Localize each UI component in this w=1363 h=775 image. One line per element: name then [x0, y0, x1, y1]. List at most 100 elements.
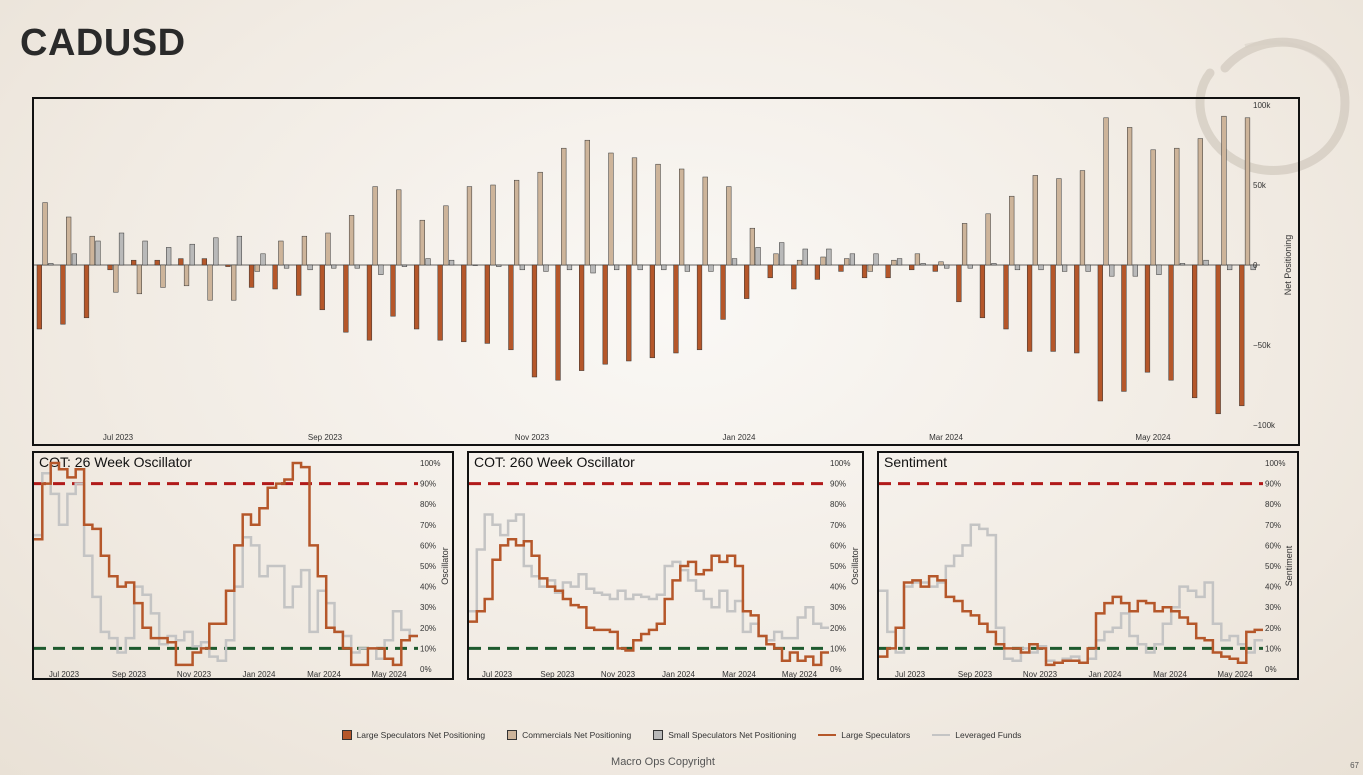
y-tick-label: 0%	[420, 665, 432, 674]
bar	[89, 235, 95, 266]
bar	[1127, 127, 1133, 266]
y-tick-label: 90%	[830, 480, 846, 489]
bar	[1244, 117, 1251, 266]
x-tick-label: Mar 2024	[1153, 670, 1187, 678]
y-axis-label: Oscillator	[850, 547, 860, 585]
x-tick-label: Mar 2024	[929, 433, 963, 442]
bar	[83, 264, 90, 319]
y-tick-label: 60%	[1265, 541, 1281, 550]
bar	[448, 259, 455, 266]
y-tick-label: 10%	[420, 644, 436, 653]
x-tick-label: May 2024	[782, 670, 818, 678]
y-tick-label: 90%	[1265, 480, 1281, 489]
x-tick-label: May 2024	[371, 670, 407, 678]
bar	[508, 264, 514, 351]
footer-copyright: Macro Ops Copyright	[611, 756, 715, 768]
y-tick-label: 100%	[420, 459, 440, 468]
bar	[142, 240, 148, 266]
net-positioning-panel: 100k 50k 0 −50k −100k Net Positioning Jul 2023…	[32, 97, 1300, 446]
bar	[1132, 264, 1138, 277]
bar	[861, 264, 868, 279]
bar	[1109, 264, 1115, 277]
y-axis-label: Oscillator	[440, 547, 450, 585]
bar	[679, 168, 685, 266]
bar	[820, 256, 826, 266]
y-tick-label: 20%	[420, 624, 436, 633]
bar	[991, 263, 997, 266]
bar	[938, 261, 944, 266]
bar	[1250, 264, 1256, 271]
bar	[726, 186, 732, 266]
y-tick-label: 50%	[420, 562, 436, 571]
bar	[301, 235, 308, 266]
x-tick-label: Sep 2023	[112, 670, 147, 678]
bar	[1074, 264, 1080, 354]
x-tick-label: Jan 2024	[662, 670, 695, 678]
bar	[614, 264, 620, 271]
bar	[225, 264, 231, 267]
sentiment-chart: 100% 90% 80% 70% 60% 50% 40% 30% 20% 10% 0% Sentime…	[879, 459, 1294, 678]
legend-label: Commercials Net Positioning	[522, 730, 632, 740]
x-tick-label: Jan 2024	[243, 670, 276, 678]
bar	[490, 184, 496, 266]
y-tick-label: 20%	[1265, 624, 1281, 633]
y-tick-label: 50%	[1265, 562, 1281, 571]
bar	[42, 202, 48, 266]
cot-26-week-chart: 100% 90% 80% 70% 60% 50% 40% 30% 20% 10% 0% Oscilla…	[34, 459, 450, 678]
bar	[348, 215, 355, 266]
bar	[248, 264, 255, 288]
bar	[844, 258, 850, 266]
large-speculators-line	[469, 537, 829, 667]
bar	[278, 240, 284, 266]
bar	[1061, 264, 1068, 272]
y-tick-label: 20%	[830, 624, 846, 633]
bar	[1097, 264, 1103, 402]
y-tick-label: 70%	[420, 521, 436, 530]
legend-label: Small Speculators Net Positioning	[668, 730, 797, 740]
bar	[779, 242, 785, 266]
x-tick-label: Sep 2023	[540, 670, 575, 678]
bar	[484, 264, 490, 344]
bar	[702, 176, 708, 266]
x-tick-label: Jul 2023	[49, 670, 80, 678]
legend-item-commercials-net: Commercials Net Positioning	[507, 730, 631, 740]
bar	[1014, 264, 1021, 271]
bar	[207, 264, 213, 301]
x-tick-label: Jan 2024	[1089, 670, 1122, 678]
bar	[566, 264, 573, 271]
bar	[118, 232, 125, 266]
cot-260-week-chart: 100% 90% 80% 70% 60% 50% 40% 30% 20% 10% 0% Oscilla…	[469, 459, 860, 678]
y-tick-label: 70%	[830, 521, 846, 530]
legend-label: Leveraged Funds	[955, 730, 1022, 740]
bar	[1239, 264, 1245, 407]
bar	[708, 264, 714, 272]
y-axis-label: Net Positioning	[1283, 235, 1293, 296]
bar	[637, 264, 643, 271]
legend-swatch-icon	[341, 730, 352, 740]
x-tick-label: Jul 2023	[482, 670, 513, 678]
bar	[325, 232, 331, 266]
y-axis-label: Sentiment	[1284, 545, 1294, 586]
bar	[814, 264, 821, 280]
bar	[555, 264, 561, 381]
x-tick-label: May 2024	[1217, 670, 1253, 678]
bar	[1032, 175, 1038, 266]
sentiment-title: Sentiment	[884, 454, 948, 470]
bar	[626, 264, 632, 362]
x-tick-label: Sep 2023	[308, 433, 343, 442]
legend-item-small-net: Small Speculators Net Positioning	[653, 730, 796, 740]
bar	[956, 264, 962, 303]
y-tick-label: 0%	[830, 665, 842, 674]
x-tick-label: Jul 2023	[895, 670, 926, 678]
bar	[985, 213, 991, 266]
bar	[366, 264, 373, 341]
bar	[1197, 138, 1203, 266]
bar	[1103, 117, 1109, 266]
bar	[519, 264, 525, 271]
bar	[343, 264, 349, 333]
bar	[354, 264, 360, 269]
y-tick-label: 0	[1253, 261, 1258, 270]
bar	[296, 264, 302, 296]
bar	[231, 264, 237, 301]
legend-swatch-icon	[507, 730, 518, 740]
